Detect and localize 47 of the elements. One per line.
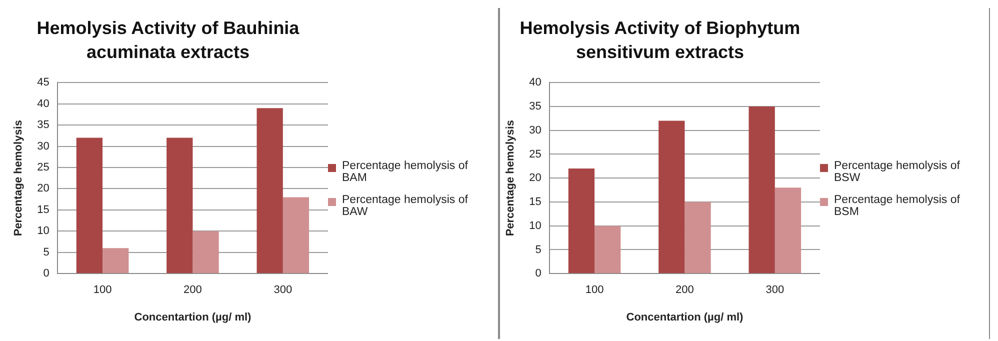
y-tick-label: 35 xyxy=(529,100,542,113)
x-axis-title: Concentartion (µg/ ml) xyxy=(626,311,744,324)
y-tick-label: 40 xyxy=(37,98,50,110)
bar xyxy=(102,248,129,274)
legend-label: Percentage hemolysis of BAW xyxy=(342,194,469,218)
x-axis-title: Concentartion (µg/ ml) xyxy=(134,311,252,324)
bar xyxy=(658,120,685,274)
y-tick-label: 0 xyxy=(535,268,542,280)
chart-title: Hemolysis Activity of Bauhinia acuminata extracts xyxy=(36,17,300,64)
bar xyxy=(166,138,193,274)
y-tick-label: 15 xyxy=(37,204,50,216)
bar xyxy=(192,231,219,274)
y-tick-label: 30 xyxy=(37,140,50,152)
y-tick-label: 5 xyxy=(535,244,542,256)
y-tick-label: 25 xyxy=(37,162,50,174)
y-tick-label: 35 xyxy=(37,119,50,132)
y-tick-label: 20 xyxy=(529,172,542,184)
bar xyxy=(282,197,310,274)
y-tick-label: 5 xyxy=(43,246,50,258)
y-tick-label: 10 xyxy=(529,220,542,232)
y-tick-label: 45 xyxy=(37,76,50,89)
bar xyxy=(594,226,621,274)
bar xyxy=(256,108,283,274)
bar xyxy=(748,106,775,274)
legend-label: Percentage hemolysis of BAM xyxy=(342,160,469,184)
y-axis-title: Percentage hemolysis xyxy=(12,120,25,236)
y-tick-label: 15 xyxy=(529,196,542,208)
y-tick-label: 10 xyxy=(37,225,50,238)
y-tick-label: 40 xyxy=(529,76,542,89)
legend-label: Percentage hemolysis of BSM xyxy=(834,194,961,218)
x-tick-label: 300 xyxy=(274,284,292,296)
x-tick-label: 100 xyxy=(585,284,604,296)
bar xyxy=(568,168,595,274)
x-tick-label: 200 xyxy=(676,284,694,296)
bar xyxy=(774,188,802,274)
chart-title: Hemolysis Activity of Biophytum sensitivum extracts xyxy=(518,17,802,64)
y-tick-label: 25 xyxy=(529,148,542,160)
legend-label: Percentage hemolysis of BSW xyxy=(834,160,961,184)
bar xyxy=(684,202,711,274)
y-tick-label: 30 xyxy=(529,124,542,136)
bar xyxy=(76,138,103,274)
x-tick-label: 300 xyxy=(766,284,784,296)
y-tick-label: 0 xyxy=(43,268,50,280)
y-tick-label: 20 xyxy=(37,182,50,195)
x-tick-label: 100 xyxy=(93,284,112,296)
y-axis-title: Percentage hemolysis xyxy=(504,120,517,236)
x-tick-label: 200 xyxy=(184,284,202,296)
